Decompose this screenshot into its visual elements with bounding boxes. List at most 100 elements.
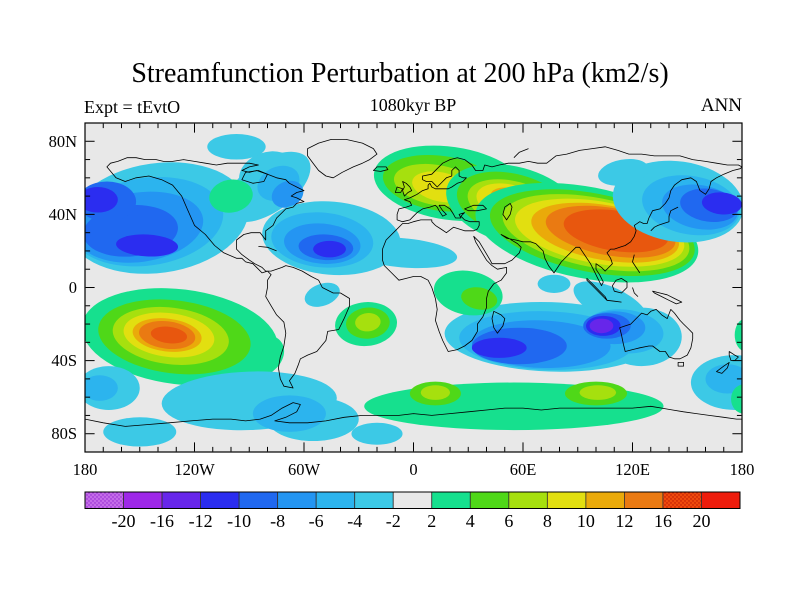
contour-blob <box>701 192 742 215</box>
colorbar-label: -12 <box>189 511 213 531</box>
colorbar-label: -16 <box>150 511 174 531</box>
colorbar-segment <box>431 491 471 509</box>
lon-tick-label: 180 <box>73 460 98 479</box>
colorbar-segment <box>84 491 124 509</box>
lat-tick-label: 40N <box>49 205 78 224</box>
contour-blob <box>355 313 381 332</box>
colorbar-segment <box>200 491 240 509</box>
coastline <box>632 287 639 297</box>
coastline <box>491 310 506 334</box>
coastline <box>307 139 378 179</box>
contour-blob <box>150 326 188 344</box>
colorbar-segment <box>354 491 394 509</box>
map-frame <box>84 122 743 453</box>
lon-tick-label: 180 <box>730 460 755 479</box>
contour-blob <box>734 319 742 351</box>
coastline <box>612 278 628 294</box>
colorbar-label: -8 <box>270 511 285 531</box>
coastline <box>650 206 679 232</box>
contour-blob <box>271 180 304 208</box>
map-layer <box>85 123 742 452</box>
colorbar-label: 20 <box>692 511 710 531</box>
contour-blob <box>209 179 253 213</box>
plot-title: Streamfunction Perturbation at 200 hPa (… <box>131 58 669 89</box>
lat-tick-label: 40S <box>51 351 77 370</box>
coastline <box>85 402 742 427</box>
colorbar-label: 6 <box>504 511 513 531</box>
colorbar-segment <box>315 491 356 509</box>
coastline <box>652 290 683 305</box>
contour-blob <box>116 234 179 257</box>
lon-tick-label: 60E <box>510 460 537 479</box>
colorbar-label: 2 <box>427 511 436 531</box>
colorbar-label: -2 <box>386 511 401 531</box>
coastline <box>677 362 684 367</box>
contour-blob <box>252 395 326 432</box>
experiment-label: Expt = tEvtO <box>84 97 181 117</box>
contour-blob <box>207 133 266 160</box>
contour-blob <box>304 282 340 307</box>
colorbar-segment <box>123 491 163 509</box>
colorbar-segment <box>161 491 201 509</box>
colorbar: -20 -16 -12 -10 -8 -6 -4 -2 2 4 6 8 10 12 16 20 <box>84 491 741 531</box>
plot-subtitle: 1080kyr BP <box>369 95 457 115</box>
contour-blob <box>347 237 458 269</box>
colorbar-label: 12 <box>615 511 633 531</box>
contour-blob <box>313 240 346 258</box>
map-frame-layer <box>84 122 743 453</box>
contour-blob <box>85 375 118 401</box>
contour-blob <box>471 337 527 358</box>
lat-tick-label: 80S <box>51 424 77 443</box>
colorbar-segment <box>469 491 510 509</box>
lon-tick-label: 120W <box>174 460 215 479</box>
colorbar-segment <box>585 491 625 509</box>
colorbar-border <box>84 491 741 509</box>
contour-blob <box>589 318 614 334</box>
colorbar-label: -20 <box>112 511 136 531</box>
coastline <box>382 146 742 352</box>
lon-tick-label: 120E <box>615 460 650 479</box>
colorbar-segment <box>624 491 664 509</box>
colorbar-segment <box>546 491 587 509</box>
colorbar-label: -4 <box>347 511 362 531</box>
coastline <box>394 186 403 193</box>
coastline <box>464 204 487 212</box>
coastline <box>606 299 622 303</box>
contour-blob <box>420 385 450 400</box>
contour-blob <box>731 384 742 414</box>
coastline <box>632 254 641 274</box>
coastline <box>402 181 413 197</box>
season-label: ANN <box>700 95 742 116</box>
coastline <box>513 148 529 158</box>
coastline <box>619 309 694 360</box>
lon-tick-label: 0 <box>409 460 417 479</box>
contour-blob <box>103 417 177 447</box>
contour-blob <box>579 385 617 400</box>
axis-layer: 180 120W 60W 0 60E 120E 180 80N 40N 0 40S 80S <box>49 123 755 479</box>
coastline <box>241 170 268 184</box>
coastline <box>716 362 730 374</box>
colorbar-label: 16 <box>654 511 672 531</box>
contour-blob <box>598 158 649 186</box>
colorbar-segment <box>701 491 741 509</box>
colorbar-label: -10 <box>227 511 251 531</box>
contour-blob <box>705 364 742 394</box>
colorbar-segment <box>662 491 702 509</box>
colorbar-label: 4 <box>466 511 475 531</box>
coastline <box>258 246 277 252</box>
lat-tick-label: 0 <box>69 278 77 297</box>
colorbar-label: -6 <box>309 511 324 531</box>
contour-blob <box>351 422 403 445</box>
colorbar-segment <box>277 491 317 509</box>
colorbar-label: 10 <box>577 511 595 531</box>
colorbar-segment <box>238 491 279 509</box>
colorbar-segment <box>508 491 548 509</box>
coastline <box>106 157 350 389</box>
colorbar-label: 8 <box>543 511 552 531</box>
coastline <box>373 166 389 172</box>
colorbar-segment <box>392 491 433 509</box>
contour-blob <box>537 274 571 293</box>
contour-blob <box>85 186 118 213</box>
